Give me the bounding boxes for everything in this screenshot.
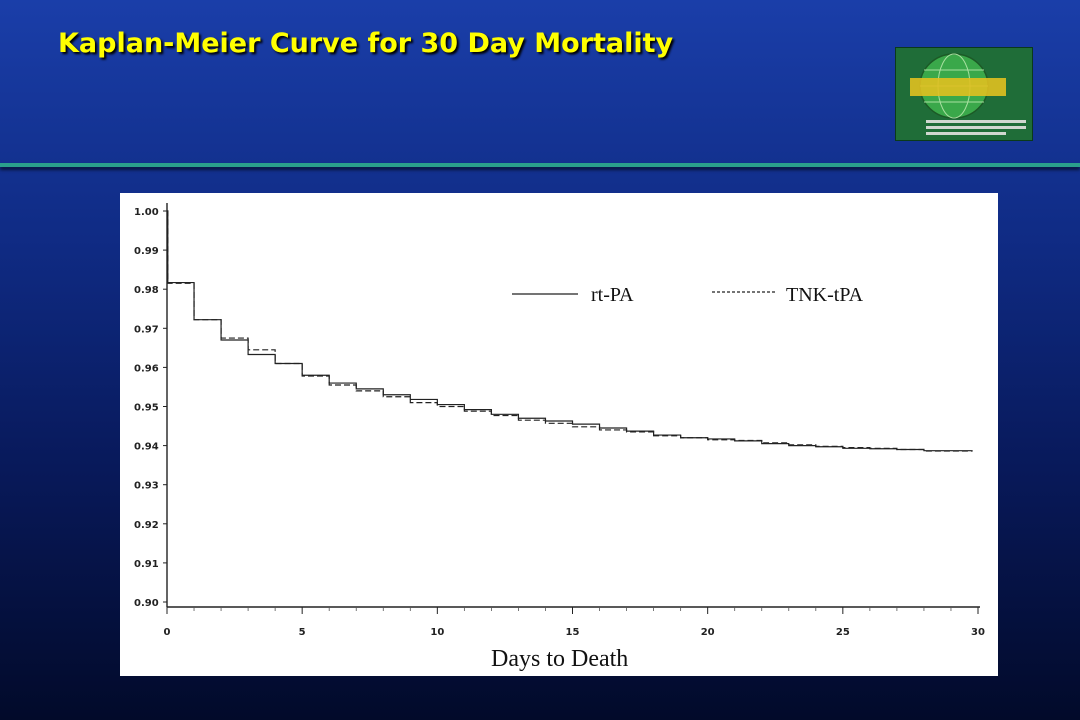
km-chart: 0.90 0.91 0.92 0.93 0.94 0.95 0.96 0.97 0.98 0.99…: [134, 203, 985, 672]
x-tick-label: 0: [164, 627, 171, 638]
x-axis-label: Days to Death: [491, 646, 628, 672]
assent-logo: [895, 47, 1033, 141]
y-tick-label: 0.94: [134, 442, 159, 453]
legend: rt-PA TNK-tPA: [512, 284, 864, 306]
legend-label-rt-pa: rt-PA: [591, 284, 634, 306]
series-line-rt-pa: [167, 210, 973, 452]
series-line-tnk-tpa: [167, 210, 973, 452]
title-divider: [0, 163, 1080, 167]
y-tick-label: 0.93: [134, 481, 159, 492]
y-tick-label: 0.95: [134, 403, 159, 414]
x-tick-label: 30: [971, 627, 985, 638]
y-tick-label: 0.91: [134, 559, 159, 570]
y-tick-label: 0.96: [134, 363, 159, 374]
y-axis-ticks: 0.90 0.91 0.92 0.93 0.94 0.95 0.96 0.97 0.98 0.99…: [134, 207, 167, 609]
slide-title: Kaplan-Meier Curve for 30 Day Mortality: [58, 28, 674, 59]
x-tick-label: 15: [566, 627, 580, 638]
legend-label-tnk-tpa: TNK-tPA: [786, 284, 864, 306]
series-layer: [167, 210, 973, 452]
km-chart-panel: 0.90 0.91 0.92 0.93 0.94 0.95 0.96 0.97 0.98 0.99…: [120, 193, 998, 676]
x-tick-label: 25: [836, 627, 850, 638]
y-tick-label: 0.98: [134, 285, 159, 296]
y-tick-label: 0.97: [134, 324, 159, 335]
x-tick-label: 20: [701, 627, 715, 638]
y-tick-label: 0.92: [134, 520, 159, 531]
y-tick-label: 0.99: [134, 246, 159, 257]
x-tick-label: 5: [299, 627, 306, 638]
x-tick-label: 10: [430, 627, 444, 638]
x-axis-ticks: 0 5 10 15 20 25 30: [164, 607, 985, 638]
y-tick-label: 1.00: [134, 207, 159, 218]
y-tick-label: 0.90: [134, 598, 159, 609]
